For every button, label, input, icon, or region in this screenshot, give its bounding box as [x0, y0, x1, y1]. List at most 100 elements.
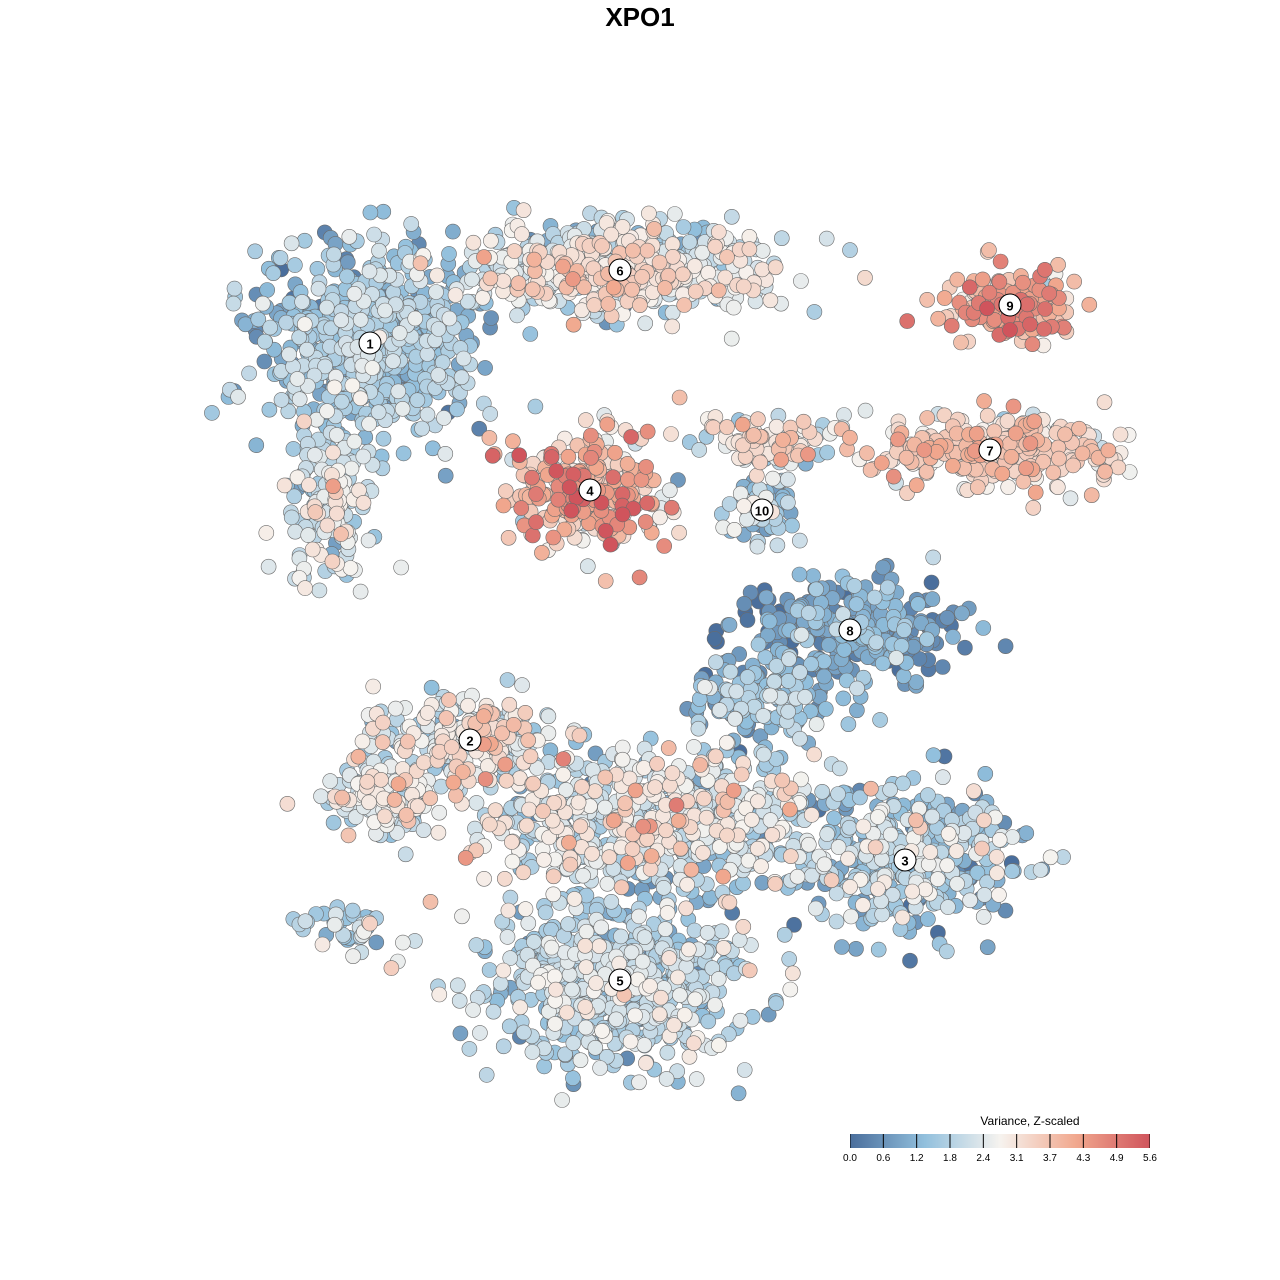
data-point [808, 716, 825, 733]
data-point [1042, 849, 1059, 866]
data-point [808, 581, 825, 598]
data-point [676, 297, 693, 313]
data-point [554, 1092, 570, 1108]
data-point [653, 989, 669, 1006]
data-point [477, 360, 493, 376]
data-point [371, 242, 387, 259]
data-point [579, 558, 596, 575]
data-point [311, 582, 328, 599]
data-point [550, 491, 567, 508]
data-point [774, 772, 791, 789]
data-point [258, 525, 275, 541]
data-point [515, 202, 532, 218]
data-point [1004, 863, 1021, 879]
data-point [279, 795, 296, 812]
data-point [475, 708, 492, 725]
data-point [619, 455, 636, 472]
data-point [872, 712, 888, 728]
data-point [617, 795, 633, 812]
data-point [597, 573, 614, 589]
data-point [722, 663, 739, 680]
data-point [391, 325, 408, 341]
data-point [241, 365, 257, 382]
data-point [818, 230, 835, 247]
data-point [326, 379, 343, 396]
data-point [354, 733, 371, 750]
data-point [687, 283, 704, 300]
data-point [543, 449, 560, 465]
data-point [1024, 336, 1041, 353]
data-point [1015, 274, 1031, 291]
data-point [888, 650, 905, 666]
data-point [686, 739, 702, 755]
data-point [501, 1018, 518, 1035]
data-point [457, 850, 474, 866]
data-point [285, 441, 302, 457]
data-point [948, 843, 965, 859]
data-point [739, 612, 756, 628]
data-point [431, 986, 448, 1003]
data-point [638, 459, 654, 475]
data-point [459, 293, 476, 310]
data-point [627, 782, 644, 799]
data-point [403, 216, 420, 232]
data-point [695, 844, 711, 861]
data-point [797, 689, 813, 705]
data-point [1096, 394, 1113, 411]
data-point [807, 900, 824, 917]
data-point [1019, 296, 1036, 313]
data-point [530, 974, 546, 991]
data-point [260, 558, 277, 575]
data-point [471, 420, 488, 437]
data-point [916, 442, 933, 458]
data-point [819, 826, 836, 842]
data-point [528, 514, 544, 530]
data-point [360, 532, 377, 549]
data-point [1037, 261, 1053, 278]
data-point [710, 1037, 727, 1053]
data-point [395, 445, 412, 462]
data-point [723, 209, 740, 225]
data-point [795, 413, 812, 430]
data-point [806, 746, 822, 763]
data-point [247, 243, 263, 260]
data-point [642, 861, 659, 877]
data-point [637, 315, 654, 332]
data-point [571, 727, 588, 744]
data-point [904, 883, 921, 900]
data-point [842, 242, 858, 258]
data-point [792, 730, 808, 747]
data-point [636, 1037, 653, 1053]
data-point [913, 615, 929, 631]
data-point [1035, 453, 1051, 470]
data-point [779, 471, 796, 488]
data-point [823, 872, 840, 889]
data-point [908, 812, 924, 829]
data-point [750, 793, 766, 810]
data-point [969, 479, 986, 496]
data-point [449, 977, 466, 994]
data-point [835, 690, 852, 707]
data-point [920, 911, 936, 927]
data-point [675, 219, 692, 235]
data-point [561, 966, 578, 983]
data-point [517, 704, 534, 721]
data-point [412, 255, 429, 272]
data-point [816, 856, 833, 873]
data-point [868, 634, 885, 651]
data-point [1025, 499, 1042, 516]
data-point [623, 429, 639, 445]
data-point [986, 423, 1003, 440]
data-point [962, 892, 978, 909]
data-point [631, 1074, 647, 1091]
data-point [445, 223, 461, 240]
data-point [974, 271, 991, 288]
data-point [283, 509, 300, 526]
data-point [636, 929, 653, 946]
data-point [399, 733, 416, 750]
data-point [296, 316, 313, 333]
data-point [614, 219, 631, 235]
data-point [430, 367, 447, 383]
data-point [414, 420, 430, 437]
data-point [769, 537, 786, 554]
